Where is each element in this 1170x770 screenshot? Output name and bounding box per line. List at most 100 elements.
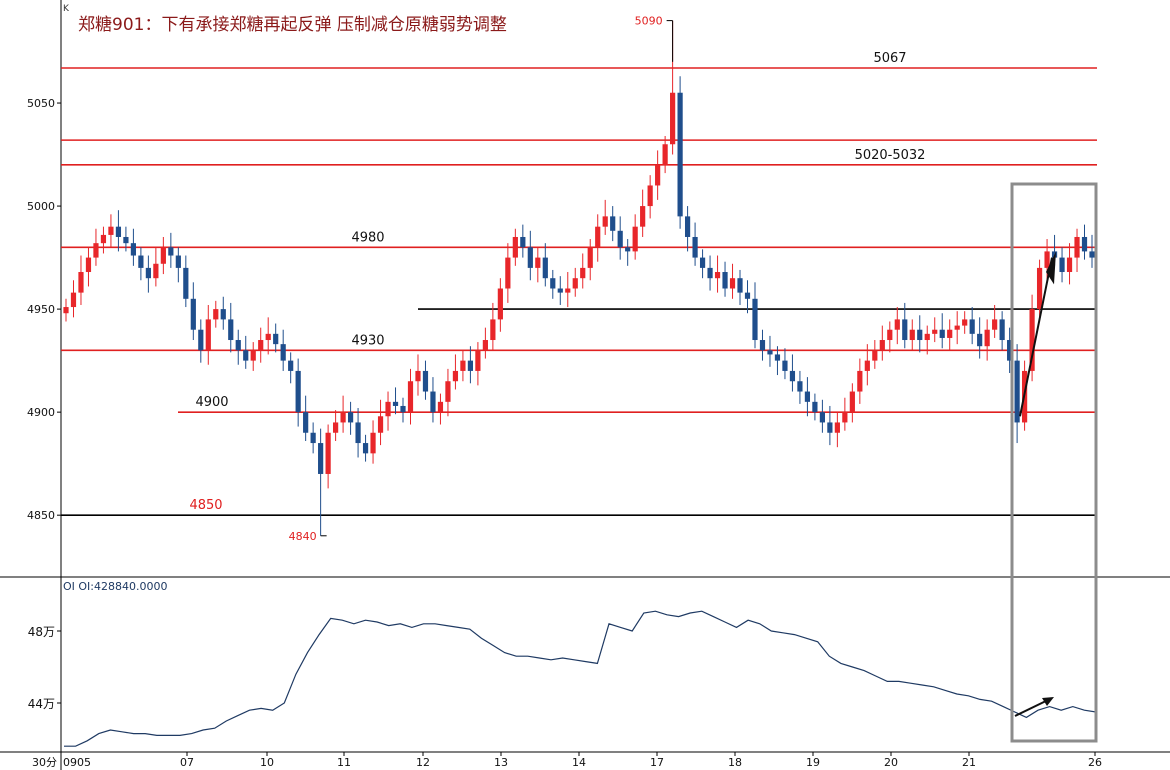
candle-body [168,247,174,256]
candle-body [520,236,526,248]
y-tick-label: 4950 [27,303,55,316]
candle-body [400,405,406,413]
candle-body [265,333,271,341]
period-label: 30分 [32,756,57,769]
trend-arrow-price [1019,257,1053,417]
candle-body [1089,251,1095,258]
candle-body [422,370,429,392]
candle-body [220,309,226,320]
candle-body [1066,257,1073,273]
candle-body [175,255,181,268]
candle-body [392,401,399,406]
y-tick-label: 4850 [27,509,55,522]
candle-body [632,226,638,252]
candle-body [655,164,661,186]
candle-body [138,255,144,268]
candle-body [437,401,444,413]
candle-body [108,226,114,235]
candle-body [100,234,107,244]
candle-body [153,263,159,279]
x-tick-label: 12 [416,756,430,769]
y-tick-label: 5000 [27,200,55,213]
candle-body [595,226,601,248]
candle-body [1036,267,1043,310]
x-tick-label: 20 [884,756,898,769]
candle-body [70,292,77,308]
x-tick-label: 21 [962,756,976,769]
candle-body [198,329,204,351]
candle-body [947,329,953,338]
candle-body [759,340,766,351]
candle-body [902,319,908,341]
candle-body [1014,360,1020,423]
candle-body [1074,236,1080,258]
x-tick-label: 14 [572,756,586,769]
candle-body [542,257,548,279]
candle-body [250,350,256,361]
candle-body [288,360,294,371]
trend-arrowhead-oi [1042,697,1054,706]
candle-body [482,340,488,351]
candle-body [872,350,878,361]
candle-body [333,422,339,433]
x-tick-label: 10 [260,756,274,769]
candle-body [939,329,945,338]
candle-body [93,243,99,258]
hline-label-4850: 4850 [189,498,222,513]
candle-body [969,319,975,334]
candle-body [707,267,713,279]
hline-label-4930: 4930 [351,333,384,348]
candle-body [407,381,414,413]
candle-body [797,381,803,392]
hline-label-4900: 4900 [195,395,228,410]
candle-body [617,230,623,248]
candle-body [1007,340,1013,361]
candle-body [160,247,166,264]
candle-body [280,344,286,361]
candle-body [415,370,421,382]
candle-body [699,257,706,268]
candle-body [370,432,376,454]
candle-body [303,412,309,433]
candle-body [677,92,683,217]
x-tick-label: 19 [806,756,820,769]
candle-body [535,257,541,268]
candle-body [692,236,698,258]
candle-body [849,391,855,413]
candle-body [497,288,503,320]
candle-body [445,381,451,402]
candle-body [977,333,983,347]
candle-body [362,443,369,454]
annotation-high: 5090 [635,15,663,28]
candle-body [662,144,668,165]
candle-body [460,360,466,371]
candle-body [812,401,818,413]
candle-body [130,243,137,256]
candle-body [887,329,893,341]
candle-body [819,412,825,423]
candle-body [602,216,608,227]
candle-body [962,319,968,326]
candle-body [752,298,758,341]
candle-body [842,412,848,423]
oi-indicator-label: OI OI:428840.0000 [63,580,168,593]
candle-body [475,350,481,371]
highlight-marks [1010,182,1098,743]
candle-body [115,226,122,237]
candle-body [572,278,578,289]
candle-body [145,267,151,279]
candle-body [1081,236,1088,252]
candle-body [273,333,279,345]
candle-body [984,329,990,347]
candle-body [737,278,743,293]
candle-body [999,319,1005,341]
candle-body [377,416,384,433]
candle-body [452,370,459,382]
candle-body [205,319,211,351]
x-tick-label: 17 [650,756,664,769]
candle-body [123,236,129,244]
candle-body [550,278,556,289]
x-tick-label: 07 [180,756,194,769]
x-tick-label: 0905 [63,756,91,769]
